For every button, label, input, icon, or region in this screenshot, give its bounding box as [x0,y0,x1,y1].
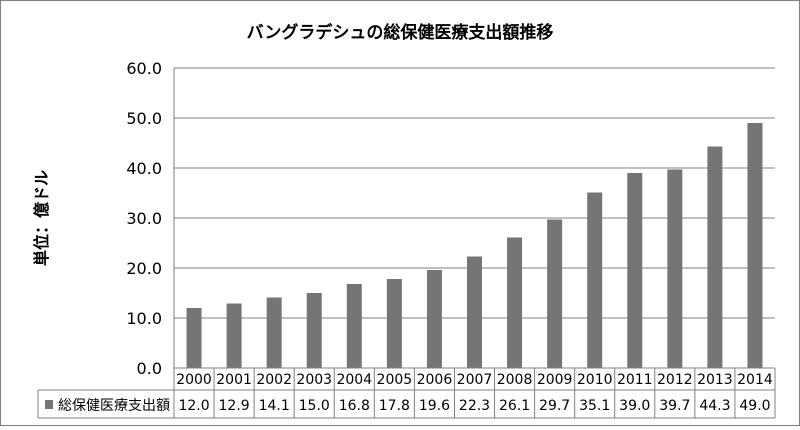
bar-2006 [426,270,442,368]
chart-title: バングラデシュの総保健医療支出額推移 [247,22,554,43]
x-tick-label: 2003 [296,372,332,388]
data-label: 16.8 [339,398,370,414]
y-axis-ticks: 0.0 10.0 20.0 30.0 40.0 50.0 60.0 [126,59,162,378]
bar-2007 [467,256,482,368]
x-tick-label: 2011 [617,372,653,388]
y-tick-label: 10.0 [126,309,162,328]
data-label: 26.1 [499,398,530,414]
bar-2008 [507,237,523,368]
bar-2003 [306,293,322,368]
bar-2001 [226,303,242,368]
x-tick-label: 2005 [377,372,413,388]
y-tick-label: 0.0 [137,359,162,378]
x-tick-label: 2008 [497,372,533,388]
bars [186,123,763,368]
data-label: 22.3 [459,398,490,414]
bar-2014 [747,123,763,368]
x-tick-label: 2007 [457,372,493,388]
x-tick-label: 2001 [216,372,252,388]
y-tick-label: 60.0 [126,59,162,78]
x-tick-label: 2004 [336,372,372,388]
y-axis-label: 単位：億ドル [32,170,51,266]
data-label: 29.7 [539,398,570,414]
legend-label: 総保健医療支出額 [58,397,170,414]
data-label: 39.0 [619,398,650,414]
data-label: 12.0 [178,398,209,414]
y-tick-label: 50.0 [126,109,162,128]
bar-2002 [266,297,282,368]
legend-swatch [45,400,53,409]
data-table: 2000 12.0 2001 12.9 2002 14.1 2003 15.0 2004 16.8… [37,367,776,419]
data-label: 49.0 [739,398,770,414]
data-label: 19.6 [419,398,450,414]
bar-2012 [667,169,683,368]
data-label: 12.9 [219,398,250,414]
y-tick-label: 20.0 [126,259,162,278]
bar-2000 [186,308,202,368]
y-tick-label: 40.0 [126,159,162,178]
x-tick-label: 2010 [577,372,613,388]
data-label: 14.1 [259,398,290,414]
x-tick-label: 2013 [697,372,733,388]
data-label: 17.8 [379,398,410,414]
bar-2009 [547,219,563,368]
bar-2011 [627,173,643,368]
x-tick-label: 2014 [737,372,773,388]
x-tick-label: 2000 [176,372,212,388]
data-label: 15.0 [299,398,330,414]
x-tick-label: 2009 [537,372,573,388]
bar-2004 [346,284,362,368]
x-tick-label: 2002 [256,372,292,388]
y-tick-label: 30.0 [126,209,162,228]
x-tick-label: 2006 [417,372,453,388]
data-label: 39.7 [659,398,690,414]
x-tick-label: 2012 [657,372,693,388]
data-label: 35.1 [579,398,610,414]
bar-2010 [587,192,603,368]
bar-2005 [386,279,402,368]
data-label: 44.3 [699,398,730,414]
bar-2013 [707,146,723,368]
